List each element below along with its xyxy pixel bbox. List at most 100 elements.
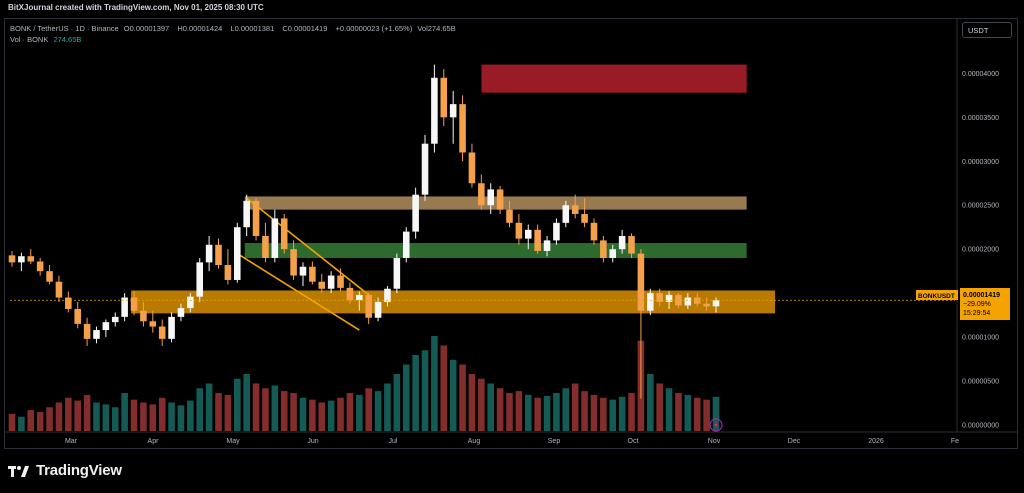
candle — [346, 282, 354, 304]
volume-bar — [252, 383, 260, 431]
volume-bar — [140, 402, 147, 431]
x-tick-label: Aug — [468, 438, 481, 445]
volume-bar — [628, 393, 635, 431]
attribution-text: BitXJournal created with TradingView.com… — [8, 3, 264, 12]
volume-bar — [675, 393, 682, 431]
attribution-bar: BitXJournal created with TradingView.com… — [0, 0, 1024, 18]
candle — [130, 291, 138, 316]
x-tick-label: May — [226, 438, 240, 445]
candle — [46, 265, 53, 285]
volume-bar — [111, 407, 119, 431]
tan-resistance-zone[interactable] — [244, 196, 747, 210]
candle — [534, 224, 541, 254]
volume-bar — [196, 388, 204, 431]
volume-bar — [271, 385, 279, 431]
candle — [177, 303, 185, 322]
volume-bar — [562, 388, 570, 431]
candle — [83, 317, 91, 346]
volume-bar — [600, 397, 607, 431]
volume-bar — [121, 393, 128, 431]
candle — [440, 68, 448, 127]
volume-bar — [524, 394, 532, 431]
volume-bar — [327, 400, 335, 431]
ohlc-legend: BONK / TetherUS · 1D · Binance O0.000013… — [10, 24, 462, 33]
tradingview-logo[interactable]: TradingView — [8, 462, 122, 479]
x-tick-label: Sep — [548, 438, 561, 445]
candle — [647, 288, 654, 316]
x-tick-label: Apr — [148, 438, 160, 445]
x-tick-label: Jun — [307, 438, 318, 445]
volume-bar — [205, 383, 213, 431]
candle — [252, 198, 260, 241]
candle — [74, 301, 81, 329]
volume-bar — [412, 355, 419, 431]
candle — [384, 286, 391, 307]
volume-bar — [46, 407, 53, 431]
open-value: 0.00001397 — [129, 24, 170, 33]
candle — [187, 293, 194, 313]
volume-bar — [393, 374, 401, 431]
change-value: +0.00000023 (+1.65%) — [335, 24, 413, 33]
volume-bar — [215, 393, 222, 431]
price-unit-selector[interactable]: USDT — [962, 22, 1012, 38]
volume-bar — [384, 383, 391, 431]
orange-support-zone[interactable] — [131, 290, 776, 314]
candle — [431, 64, 438, 153]
close-value: 0.00001419 — [287, 24, 328, 33]
candle — [393, 253, 401, 294]
y-tick-label: 0.00001000 — [962, 335, 999, 342]
candle — [111, 312, 119, 327]
volume-bar — [656, 383, 663, 431]
candle — [590, 218, 598, 245]
volume-bar — [506, 393, 513, 431]
volume-series-label[interactable]: Vol · BONK — [10, 35, 49, 44]
symbol-label[interactable]: BONK / TetherUS · 1D · Binance — [10, 24, 119, 33]
candle — [290, 240, 297, 280]
volume-bar — [224, 394, 232, 431]
volume-bar — [534, 397, 541, 431]
x-tick-label: Dec — [788, 438, 801, 445]
candle — [233, 222, 241, 283]
candle — [628, 233, 635, 258]
volume-bar — [18, 416, 25, 431]
volume-bar — [168, 402, 175, 431]
volume-bar — [402, 364, 410, 431]
price-tag: BONKUSDT 0.00001419 −29.09% 15:29:54 — [916, 288, 1010, 320]
candle — [243, 194, 250, 236]
candle — [496, 185, 504, 215]
lightning-icon[interactable] — [709, 418, 723, 432]
candle — [600, 236, 607, 263]
candle — [656, 288, 663, 307]
wedge-upper-line[interactable] — [246, 197, 370, 296]
price-chart[interactable]: 0.00004000 0.00003500 0.00003000 0.00002500… — [0, 0, 1024, 449]
candle — [703, 297, 710, 311]
y-tick-label: 0.00002500 — [962, 203, 999, 210]
candle — [121, 293, 128, 322]
candle — [309, 261, 316, 285]
candle — [459, 95, 466, 162]
candle — [215, 238, 222, 269]
volume-series-value: 274.65B — [53, 35, 82, 44]
y-axis: 0.00004000 0.00003500 0.00003000 0.00002500… — [962, 71, 999, 430]
volume-bar — [149, 404, 157, 431]
candle — [318, 273, 326, 294]
x-tick-label: Jul — [389, 438, 398, 445]
candle — [224, 249, 232, 285]
red-supply-zone[interactable] — [481, 64, 747, 93]
volume-bar — [8, 413, 16, 431]
volume-bar — [647, 374, 654, 431]
wedge-lower-line[interactable] — [236, 252, 360, 331]
candle — [55, 275, 63, 302]
volume-bar — [421, 350, 429, 431]
candle — [487, 183, 495, 215]
y-tick-label: 0.00002000 — [962, 247, 999, 254]
candle — [168, 312, 175, 343]
pattern-lines-layer — [236, 197, 370, 331]
volume-bar — [262, 388, 269, 431]
price-tag-countdown: 15:29:54 — [963, 310, 990, 317]
volume-bar — [609, 399, 617, 431]
volume-bar — [65, 397, 72, 431]
volume-bar — [318, 402, 326, 431]
candle — [402, 227, 410, 263]
price-tag-change: −29.09% — [963, 301, 991, 308]
